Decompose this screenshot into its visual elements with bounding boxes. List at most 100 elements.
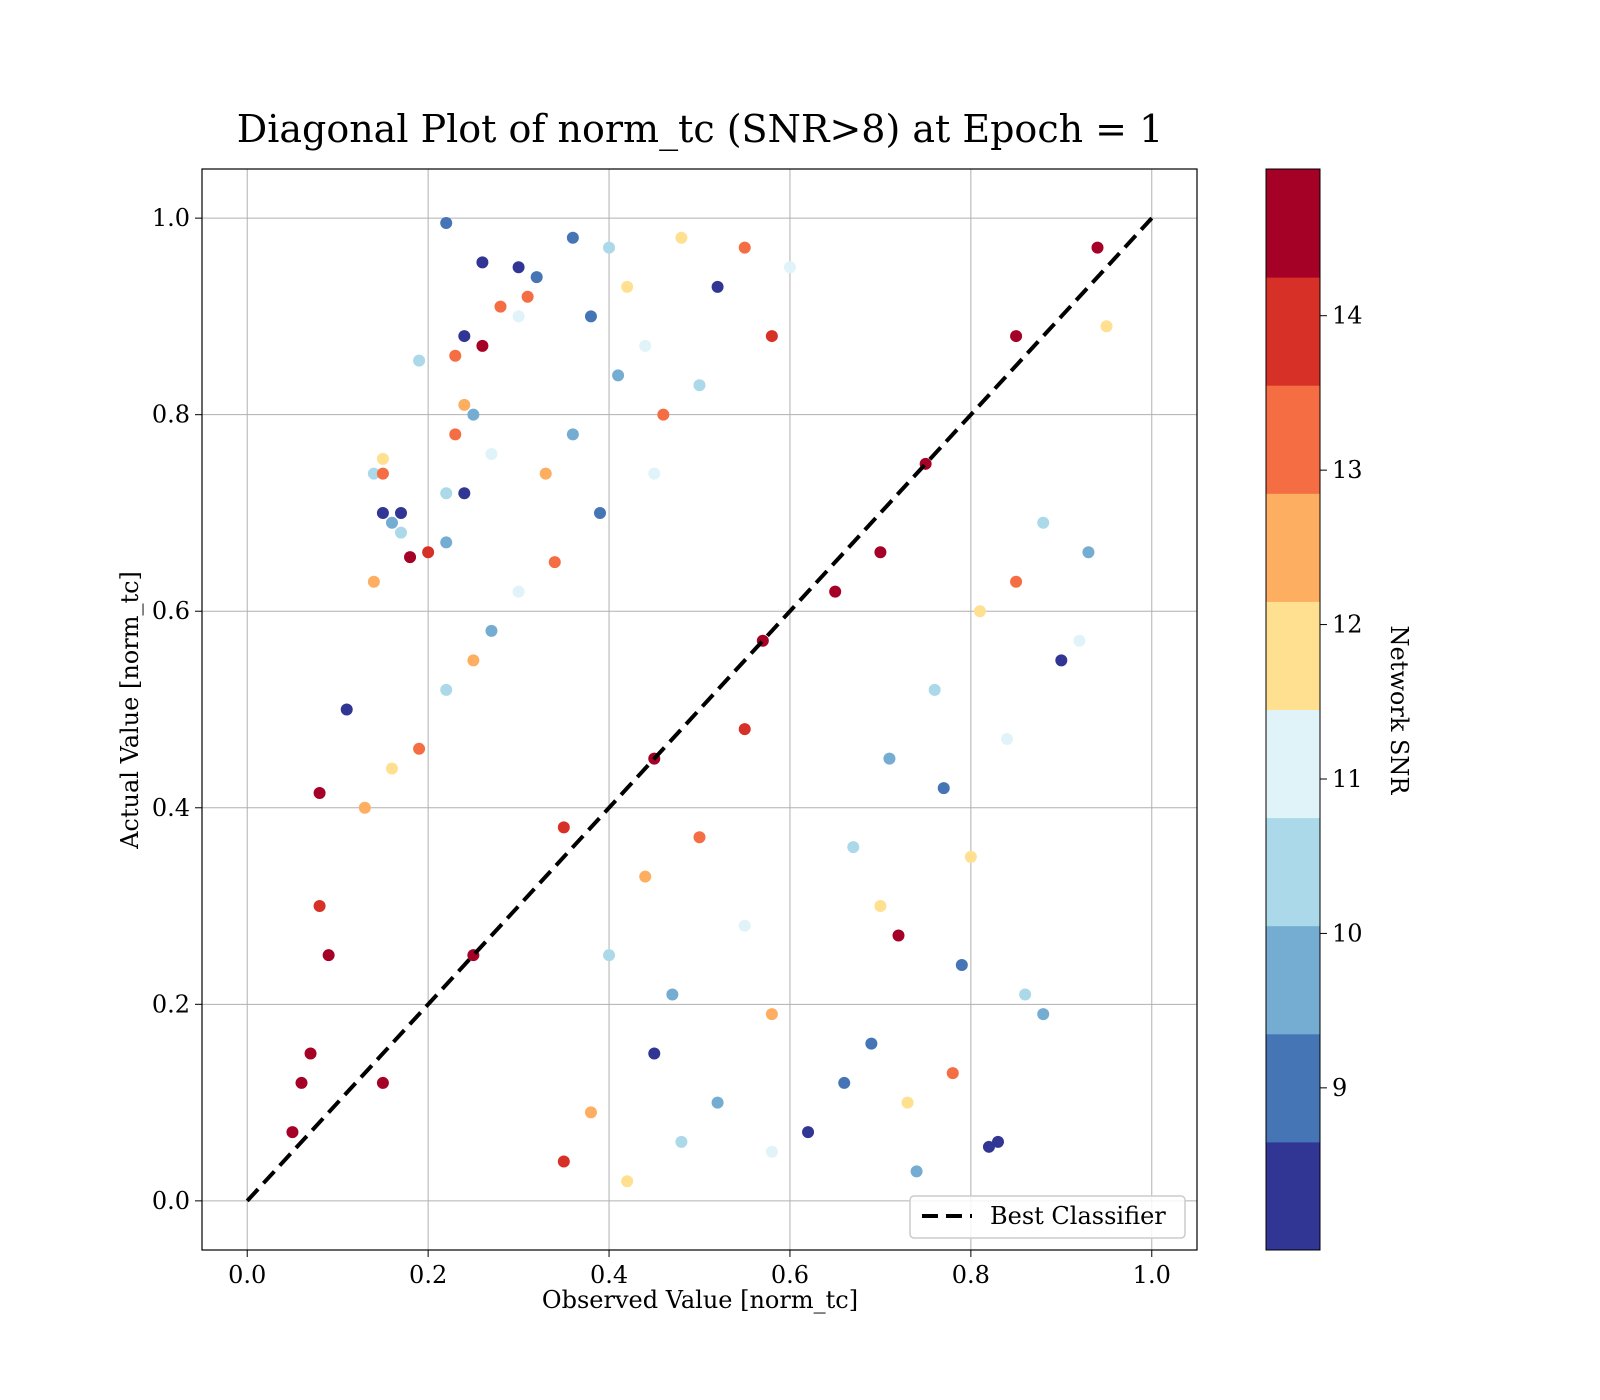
scatter-point	[621, 1175, 634, 1188]
scatter-point	[964, 850, 977, 863]
scatter-point	[494, 300, 507, 313]
x-tick-label: 0.2	[409, 1261, 447, 1289]
scatter-point	[367, 575, 380, 588]
scatter-point	[440, 487, 453, 500]
scatter-point	[476, 339, 489, 352]
scatter-point	[765, 1008, 778, 1021]
scatter-point	[675, 231, 688, 244]
scatter-point	[937, 782, 950, 795]
colorbar-segment	[1266, 277, 1320, 386]
y-tick-label: 0.4	[152, 794, 190, 822]
chart-title: Diagonal Plot of norm_tc (SNR>8) at Epoc…	[237, 107, 1164, 152]
scatter-point	[566, 428, 579, 441]
scatter-point	[413, 742, 426, 755]
scatter-point	[1037, 1008, 1050, 1021]
scatter-point	[404, 551, 417, 564]
scatter-point	[557, 1155, 570, 1168]
scatter-point	[485, 624, 498, 637]
scatter-point	[883, 752, 896, 765]
scatter-point	[449, 349, 462, 362]
scatter-point	[1010, 575, 1023, 588]
scatter-point	[711, 280, 724, 293]
x-axis-label: Observed Value [norm_tc]	[542, 1286, 858, 1314]
colorbar-frame	[1265, 168, 1321, 1251]
scatter-point	[1001, 732, 1014, 745]
scatter-point	[467, 654, 480, 667]
scatter-point	[973, 605, 986, 618]
scatter-point	[566, 231, 579, 244]
scatter-point	[910, 1165, 923, 1178]
scatter-point	[449, 428, 462, 441]
y-tick-label: 0.6	[152, 597, 190, 625]
scatter-point	[802, 1126, 815, 1139]
scatter-point	[1091, 241, 1104, 254]
x-tick-label: 0.8	[952, 1261, 990, 1289]
scatter-point	[657, 408, 670, 421]
colorbar-segment	[1266, 385, 1320, 494]
colorbar-tick-label: 9	[1332, 1074, 1347, 1102]
scatter-point	[648, 1047, 661, 1060]
scatter-point	[458, 487, 471, 500]
y-axis-label: Actual Value [norm_tc]	[116, 571, 144, 850]
scatter-point	[395, 506, 407, 519]
scatter-point	[376, 506, 389, 519]
scatter-point	[603, 949, 616, 962]
scatter-point	[376, 452, 389, 465]
scatter-point	[376, 467, 389, 480]
scatter-point	[367, 467, 380, 480]
colorbar-tick-label: 13	[1332, 456, 1363, 484]
colorbar-segment	[1266, 1033, 1320, 1143]
scatter-point	[1037, 516, 1050, 529]
scatter-point	[467, 408, 480, 421]
scatter-point	[422, 546, 435, 559]
scatter-point	[458, 398, 471, 411]
scatter-point	[666, 988, 679, 1001]
scatter-point	[376, 1076, 389, 1089]
scatter-point	[928, 683, 941, 696]
scatter-point	[838, 1076, 851, 1089]
scatter-point	[440, 536, 453, 549]
colorbar-segment	[1266, 1141, 1320, 1251]
scatter-point	[783, 261, 796, 274]
scatter-point	[874, 546, 887, 559]
scatter-point	[738, 723, 751, 736]
scatter-point	[1082, 546, 1095, 559]
scatter-point	[440, 217, 453, 230]
y-tick-label: 1.0	[152, 204, 190, 232]
scatter-point	[304, 1047, 317, 1060]
scatter-point	[639, 339, 652, 352]
x-axis-ticks: 0.0 0.2 0.4 0.6 0.8 1.0	[228, 1250, 1171, 1289]
colorbar	[1265, 168, 1321, 1251]
scatter-point	[1100, 320, 1113, 333]
scatter-point	[584, 1106, 597, 1119]
scatter-point	[982, 1140, 995, 1153]
scatter-point	[295, 1076, 308, 1089]
scatter-point	[955, 959, 968, 972]
scatter-point	[1010, 330, 1023, 343]
scatter-point	[1073, 634, 1086, 647]
scatter-point	[711, 1096, 724, 1109]
scatter-point	[648, 467, 661, 480]
scatter-point	[313, 900, 326, 913]
scatter-point	[594, 506, 606, 519]
colorbar-label: Network SNR	[1385, 626, 1413, 796]
scatter-point	[621, 280, 634, 293]
scatter-points	[286, 217, 1113, 1188]
scatter-point	[693, 831, 706, 844]
legend-box	[909, 1195, 1186, 1239]
scatter-point	[548, 556, 561, 569]
scatter-point	[738, 919, 751, 932]
scatter-point	[765, 330, 778, 343]
x-tick-label: 0.0	[228, 1261, 266, 1289]
scatter-point	[892, 929, 905, 942]
scatter-point	[829, 585, 842, 598]
scatter-point	[612, 369, 625, 382]
scatter-point	[946, 1067, 959, 1080]
scatter-point	[901, 1096, 914, 1109]
legend: Best Classifier	[909, 1195, 1186, 1239]
colorbar-segment	[1266, 169, 1320, 278]
scatter-point	[521, 290, 534, 303]
y-tick-label: 0.2	[152, 990, 190, 1018]
scatter-point	[512, 261, 525, 274]
colorbar-segment	[1266, 493, 1320, 602]
